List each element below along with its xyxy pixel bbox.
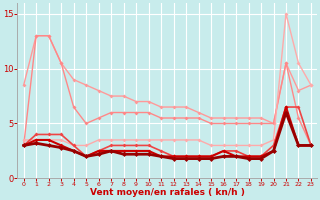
X-axis label: Vent moyen/en rafales ( kn/h ): Vent moyen/en rafales ( kn/h ) — [90, 188, 245, 197]
